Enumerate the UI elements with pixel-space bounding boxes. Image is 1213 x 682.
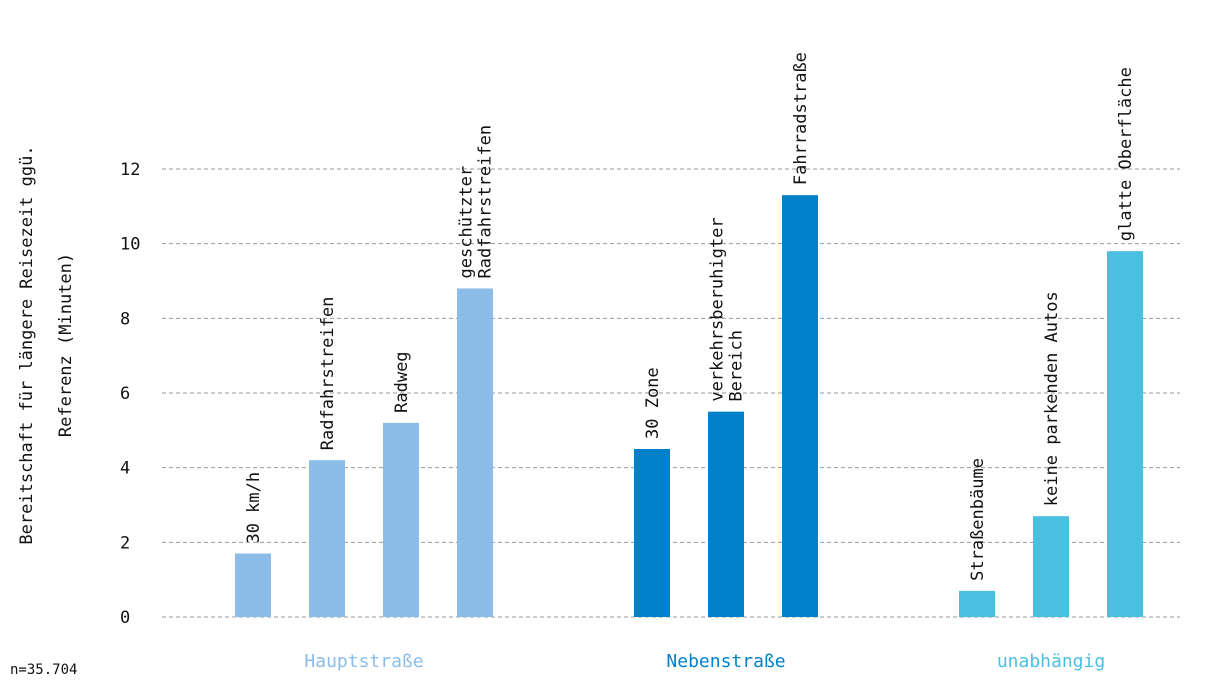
y-tick-labels: 0 2 4 6 8 10 12 [120,160,140,628]
bar [383,422,419,617]
y-axis-label: Bereitschaft für längere Reisezeit ggü. R… [17,145,76,544]
bar [634,449,670,617]
y-tick-label: 12 [120,160,140,180]
bar-label: Fahrradstraße [791,52,811,185]
bar [309,460,345,617]
bar [708,411,744,617]
y-tick-label: 8 [120,309,130,329]
y-axis-title: Bereitschaft für längere Reisezeit ggü. R… [17,145,76,544]
bar-label: geschützterRadfahrstreifen [457,125,496,279]
sample-size-note: n=35.704 [10,662,77,678]
bar-label: keine parkenden Autos [1042,291,1062,506]
bar [457,288,493,617]
bar [959,590,995,617]
bar-label: verkehrsberuhigterBereich [708,217,747,401]
bar-label: glatte Oberfläche [1116,67,1136,241]
group-labels: Hauptstraße Nebenstraße unabhängig [304,651,1105,672]
bar [235,553,271,617]
bar [1107,251,1143,617]
bar-label: Radfahrstreifen [318,297,338,451]
y-tick-label: 10 [120,235,140,255]
bar-label: 30 Zone [643,367,663,439]
bar-label: 30 km/h [244,472,264,544]
bar-label: Radweg [392,351,412,412]
bar [782,195,818,617]
bar [1033,516,1069,617]
bar-label: Straßenbäume [968,458,988,581]
y-tick-label: 0 [120,608,130,628]
y-tick-label: 2 [120,533,130,553]
group-label: Hauptstraße [304,651,423,672]
y-tick-label: 4 [120,459,130,479]
group-label: Nebenstraße [666,651,785,672]
y-tick-label: 6 [120,384,130,404]
group-label: unabhängig [997,651,1105,672]
bar-labels: 30 km/h Radfahrstreifen Radweg geschützterR… [244,52,1136,581]
bars [235,195,1143,617]
